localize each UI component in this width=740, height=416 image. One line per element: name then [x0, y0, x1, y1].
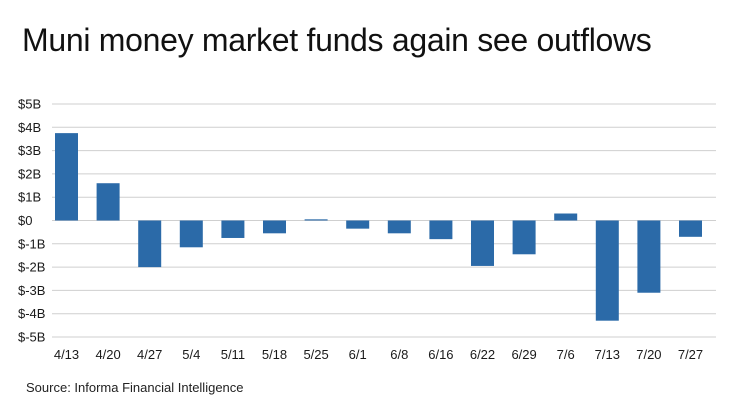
bar-7-6	[554, 213, 578, 221]
bar-6-22	[471, 220, 494, 266]
x-tick-label: 5/25	[303, 347, 328, 362]
x-axis-labels: 4/13 4/20 4/27 5/4 5/11 5/18 5/25 6/1 6/8 6/16 6/2…	[54, 347, 703, 362]
bar-4-27	[138, 220, 162, 268]
bar-4-13	[55, 133, 78, 221]
bar-5-18	[263, 220, 286, 234]
x-tick-label: 5/4	[182, 347, 200, 362]
source-note: Source: Informa Financial Intelligence	[26, 380, 244, 395]
x-tick-label: 6/8	[390, 347, 408, 362]
x-tick-label: 7/6	[557, 347, 575, 362]
bar-6-16	[429, 220, 453, 240]
bar-7-13	[595, 220, 619, 321]
y-tick-label: $5B	[18, 97, 41, 112]
x-tick-label: 4/20	[95, 347, 120, 362]
y-tick-label: $-3B	[18, 283, 45, 298]
y-tick-label: $-1B	[18, 236, 45, 251]
x-tick-label: 6/16	[428, 347, 453, 362]
bar-6-8	[387, 220, 411, 234]
x-tick-label: 6/1	[349, 347, 367, 362]
bar-6-1	[346, 220, 370, 229]
x-tick-label: 6/29	[511, 347, 536, 362]
x-tick-label: 7/13	[595, 347, 620, 362]
y-tick-label: $-4B	[18, 306, 45, 321]
x-tick-label: 7/27	[678, 347, 703, 362]
y-tick-label: $0	[18, 213, 32, 228]
bar-5-11	[221, 220, 245, 238]
x-tick-label: 4/27	[137, 347, 162, 362]
bar-5-25	[304, 219, 328, 221]
x-tick-label: 7/20	[636, 347, 661, 362]
bar-7-20	[637, 220, 661, 293]
bar-7-27	[679, 220, 702, 237]
y-tick-label: $-2B	[18, 260, 45, 275]
y-tick-label: $4B	[18, 120, 41, 135]
bars	[55, 133, 702, 321]
y-axis-labels: $5B $4B $3B $2B $1B $0 $-1B $-2B $-3B $-4B $-5B	[18, 97, 45, 345]
y-tick-label: $-5B	[18, 330, 45, 345]
y-tick-label: $3B	[18, 143, 41, 158]
bar-5-4	[179, 220, 203, 248]
chart-title: Muni money market funds again see outflo…	[22, 22, 652, 58]
bar-6-29	[512, 220, 536, 255]
y-tick-label: $1B	[18, 190, 41, 205]
y-tick-label: $2B	[18, 166, 41, 181]
bar-4-20	[96, 183, 120, 221]
x-tick-label: 5/11	[221, 347, 245, 362]
x-tick-label: 5/18	[262, 347, 287, 362]
x-tick-label: 4/13	[54, 347, 79, 362]
x-tick-label: 6/22	[470, 347, 495, 362]
